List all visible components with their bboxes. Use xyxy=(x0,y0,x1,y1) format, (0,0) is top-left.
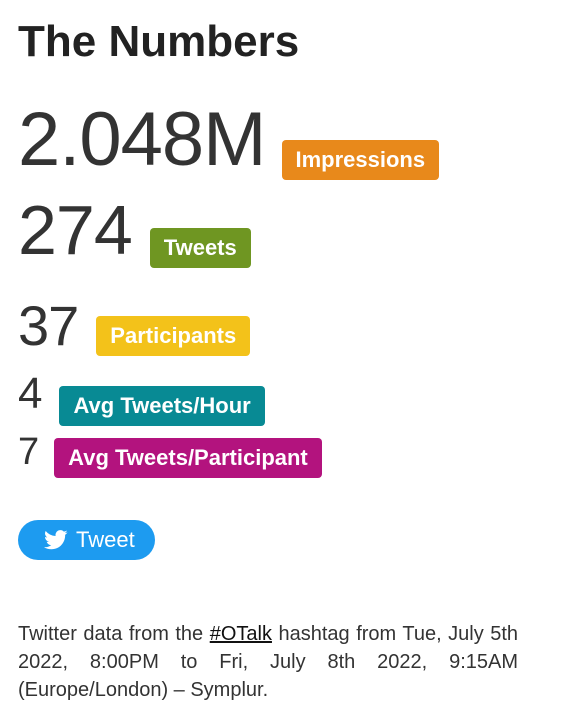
avg-tweets-hour-value: 4 xyxy=(18,369,43,418)
footer-prefix: Twitter data from the xyxy=(18,623,204,645)
avg-tweets-participant-badge: Avg Tweets/Participant xyxy=(54,438,322,478)
avg-tweets-participant-value: 7 xyxy=(18,431,39,473)
metric-avg-tweets-participant: 7 Avg Tweets/Participant xyxy=(18,430,322,478)
impressions-value: 2.048M xyxy=(18,97,266,182)
hashtag-link[interactable]: #OTalk xyxy=(209,623,272,645)
metric-participants: 37 Participants xyxy=(18,294,251,357)
metric-tweets: 274 Tweets xyxy=(18,192,251,268)
footer-attribution: Twitter data from the #OTalk hashtag fro… xyxy=(18,620,518,704)
twitter-bird-icon xyxy=(44,530,76,550)
metric-impressions: 2.048M Impressions xyxy=(18,97,440,182)
avg-tweets-hour-badge: Avg Tweets/Hour xyxy=(59,386,265,426)
tweets-badge: Tweets xyxy=(149,228,251,268)
tweets-value: 274 xyxy=(18,191,133,269)
impressions-badge: Impressions xyxy=(281,140,440,180)
participants-value: 37 xyxy=(18,294,79,357)
page-title: The Numbers xyxy=(18,17,300,66)
participants-badge: Participants xyxy=(96,316,251,356)
footer-suffix: hashtag from Tue, July 5th 2022, 8:00PM … xyxy=(18,623,519,701)
metric-avg-tweets-hour: 4 Avg Tweets/Hour xyxy=(18,368,265,426)
tweet-button-label: Tweet xyxy=(76,527,135,552)
tweet-button[interactable]: Tweet xyxy=(18,520,155,560)
